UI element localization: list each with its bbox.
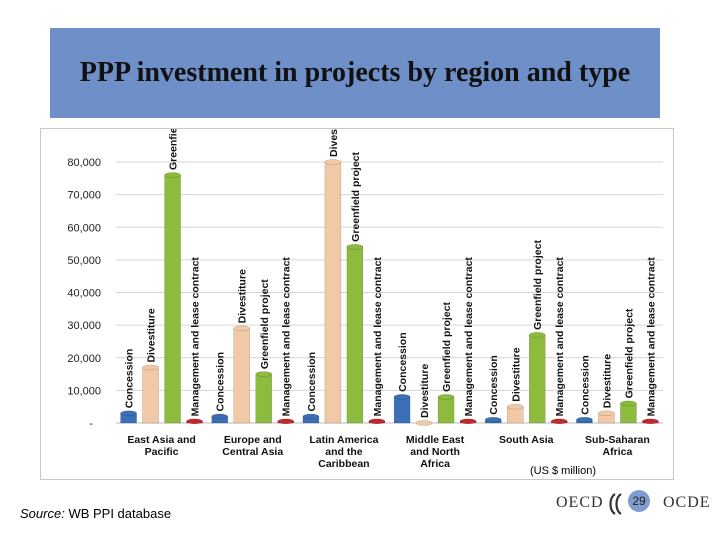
bar-cap [164, 172, 181, 178]
bar-cap [233, 325, 250, 332]
source-label: Source: [20, 506, 65, 521]
oecd-label: OECD [556, 494, 604, 511]
bar-type-label: Greenfield project [532, 240, 544, 330]
bar-type-label: Management and lease contract [190, 257, 202, 417]
bar-cap [277, 418, 294, 425]
bar-cap [507, 403, 524, 410]
y-tick-label: 50,000 [67, 255, 101, 267]
x-category-label: Europe and Central Asia [222, 434, 283, 458]
bar-type-label: Greenfield project [623, 308, 635, 398]
x-category-label: East Asia and Pacific [127, 434, 195, 458]
slide-title: PPP investment in projects by region and… [79, 57, 631, 88]
x-category-label: Latin America and the Caribbean [309, 434, 378, 470]
oecd-footer: OECD 29 OCDE [556, 490, 716, 520]
bar-type-label: Divestiture [328, 129, 340, 157]
bar-cap [485, 416, 502, 423]
bar-type-label: Divestiture [419, 364, 431, 418]
bar-cap [598, 410, 615, 416]
bar-type-label: Greenfield project [350, 151, 362, 241]
y-tick-label: 70,000 [67, 190, 101, 202]
bar-type-label: Divestiture [510, 347, 522, 401]
bar-type-label: Greenfield project [259, 279, 271, 369]
bar [233, 328, 250, 424]
y-tick-label: 40,000 [67, 288, 101, 300]
bar-cap [576, 416, 593, 423]
bar-type-label: Concession [124, 349, 136, 409]
bar-cap [620, 400, 637, 407]
bar [164, 174, 181, 424]
bar [437, 396, 455, 424]
bar-type-label: Divestiture [237, 269, 249, 323]
bar-type-label: Greenfield project [441, 302, 453, 392]
y-tick-label: 20,000 [67, 353, 101, 365]
bar-type-label: Concession [397, 332, 409, 392]
x-category-label: South Asia [499, 434, 554, 446]
bar [393, 396, 411, 424]
y-tick-label: - [89, 418, 93, 430]
bar-type-label: Divestiture [601, 354, 613, 408]
bar-cap [415, 420, 433, 426]
x-category-label: Sub-Saharan Africa [585, 434, 650, 458]
chart-frame: - 10,000 20,000 30,000 40,000 50,000 60,000 70,… [40, 80, 674, 480]
bar-cap [186, 418, 203, 425]
source-text: WB PPI database [68, 506, 172, 521]
bar-cap [551, 418, 568, 425]
bar-chart: - 10,000 20,000 30,000 40,000 50,000 60,000 70,… [67, 80, 663, 470]
ocde-label: OCDE [663, 494, 711, 511]
bar-type-label: Divestiture [146, 308, 158, 362]
y-tick-label: 10,000 [67, 385, 101, 397]
bar-cap [255, 371, 272, 377]
bar-type-label: Concession [579, 355, 591, 415]
bar-type-label: Management and lease contract [554, 257, 566, 417]
bar-cap [324, 159, 342, 165]
bar-type-label: Management and lease contract [372, 257, 384, 417]
bar-type-label: Management and lease contract [281, 257, 293, 417]
bar-type-label: Concession [488, 355, 500, 415]
bar-cap [529, 332, 546, 338]
bar-cap [642, 418, 659, 425]
bar-cap [437, 394, 455, 400]
bar-type-label: Management and lease contract [463, 257, 475, 417]
bar-cap [368, 418, 386, 425]
bar-cap [142, 364, 159, 371]
bar-type-label: Greenfield project [168, 129, 180, 170]
title-banner: PPP investment in projects by region and… [50, 28, 660, 118]
bar-cap [459, 418, 477, 425]
bar-cap [393, 394, 411, 400]
bar-cap [302, 413, 320, 420]
bar-type-label: Concession [306, 352, 318, 412]
bar [346, 246, 364, 424]
source-line: Source: WB PPI database [20, 506, 171, 521]
bar [529, 334, 546, 424]
bar [620, 403, 637, 424]
bar [255, 373, 272, 424]
y-tick-label: 60,000 [67, 222, 101, 234]
bar-cap [211, 413, 228, 420]
x-category-label: Middle East and North Africa [406, 434, 465, 470]
unit-note: (US $ million) [530, 465, 597, 477]
bar [324, 161, 342, 424]
page-number: 29 [628, 490, 650, 512]
bar-cap [346, 244, 364, 250]
y-tick-label: 30,000 [67, 320, 101, 332]
bar-cap [120, 410, 137, 416]
y-tick-label: 80,000 [67, 157, 101, 169]
bar-type-label: Management and lease contract [645, 257, 657, 417]
bar-type-label: Concession [215, 352, 227, 412]
oecd-logo-icon [609, 493, 622, 515]
bar [142, 367, 159, 424]
